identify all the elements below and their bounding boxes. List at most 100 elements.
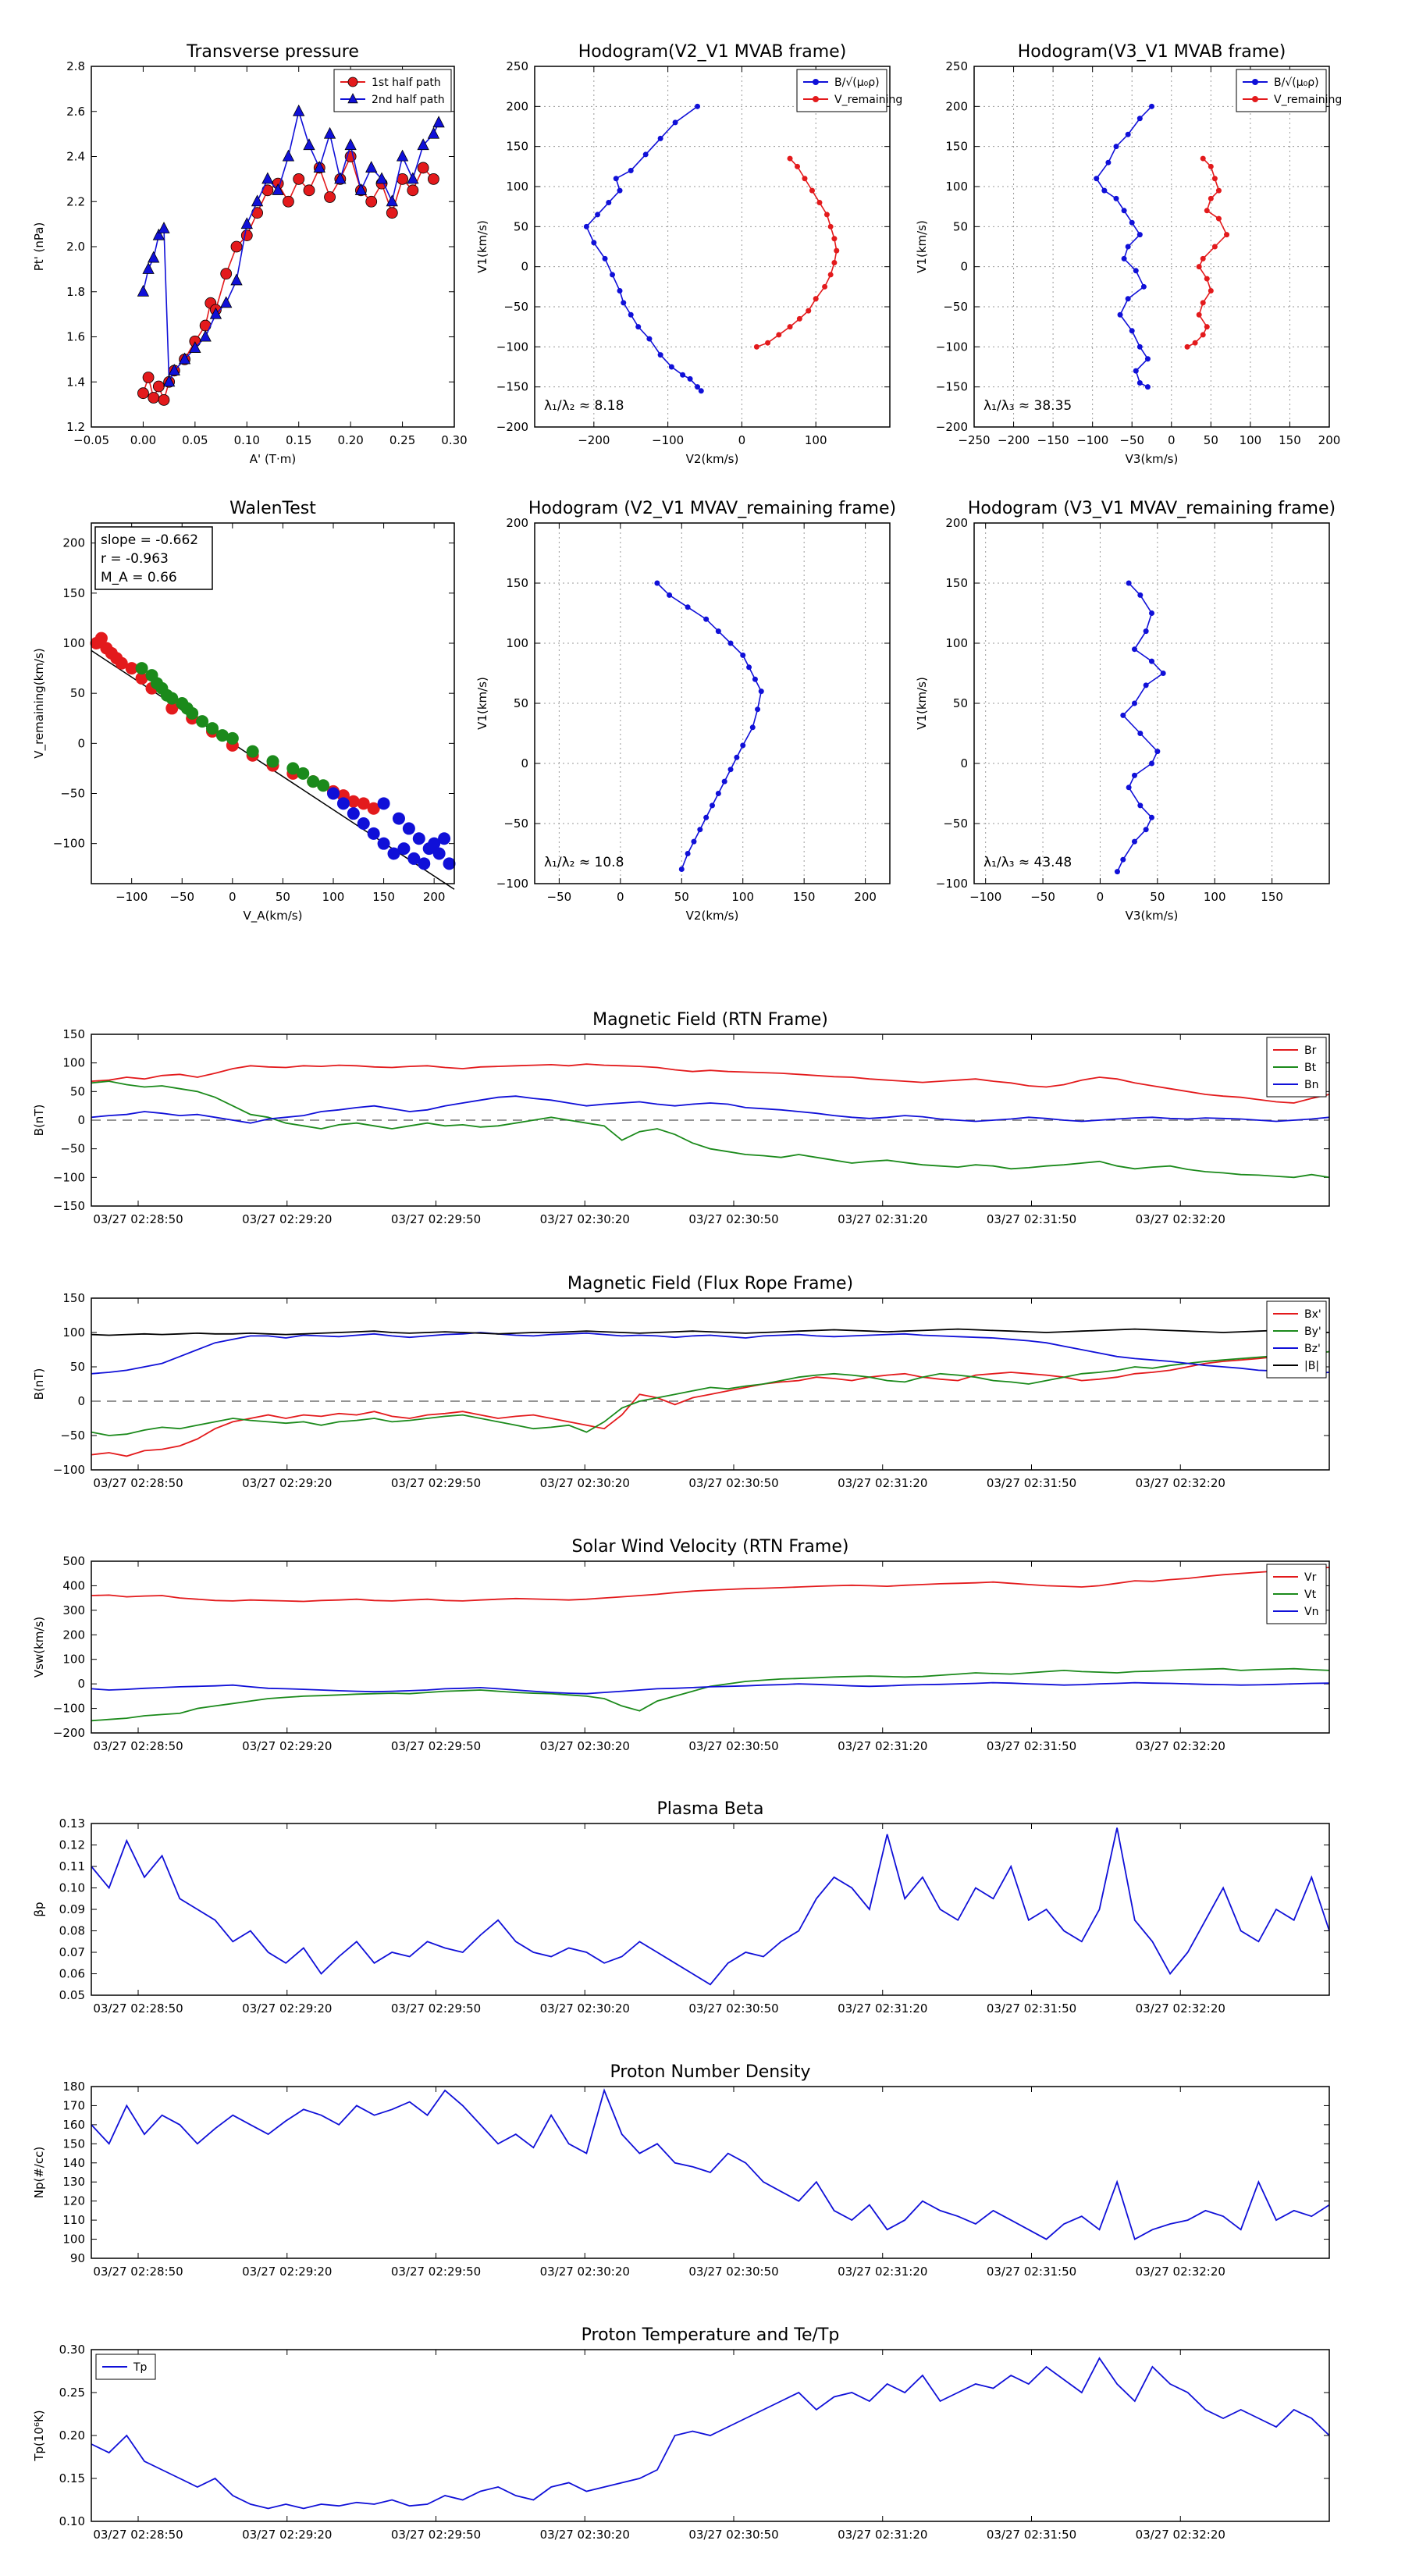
magnetic-field-flux-rope-title: Magnetic Field (Flux Rope Frame) <box>567 1274 853 1293</box>
proton-temperature-time-label: 03/27 02:30:50 <box>688 2528 778 2542</box>
hodogram-v2-v1-mvab-point <box>823 212 830 218</box>
proton-number-density-ytick-label: 150 <box>62 2137 85 2151</box>
hodogram-v3-v1-mvav-series-v <box>1116 582 1165 872</box>
walen-test-stats-line: slope = -0.662 <box>101 532 198 548</box>
hodogram-v3-v1-mvav-ytick-label: 200 <box>945 516 968 530</box>
hodogram-v3-v1-mvav-xtick-label: −100 <box>969 890 1001 904</box>
transverse-pressure-point <box>365 161 378 173</box>
transverse-pressure-point <box>428 173 439 185</box>
transverse-pressure-point <box>209 307 222 319</box>
hodogram-v3-v1-mvab-point <box>1211 176 1218 182</box>
hodogram-v2-v1-mvab-point <box>591 240 597 246</box>
proton-number-density-ytick-label: 130 <box>62 2175 85 2189</box>
hodogram-v3-v1-mvav-point <box>1131 772 1137 778</box>
hodogram-v2-v1-mvab-point <box>806 308 812 314</box>
hodogram-v2-v1-mvab-point <box>698 388 704 394</box>
transverse-pressure-point <box>303 138 315 151</box>
hodogram-v2-v1-mvav-point <box>703 616 710 622</box>
walen-test-point <box>418 857 431 870</box>
transverse-pressure-point <box>142 262 155 274</box>
hodogram-v3-v1-mvav-xtick-label: 150 <box>1261 890 1283 904</box>
transverse-pressure-point <box>220 296 233 308</box>
walen-test-title: WalenTest <box>229 499 316 518</box>
plasma-beta-time-label: 03/27 02:32:20 <box>1136 2001 1225 2016</box>
transverse-pressure-point <box>240 217 253 229</box>
walen-test-point <box>165 692 179 705</box>
hodogram-v3-v1-mvab-ytick-label: 200 <box>945 99 968 113</box>
hodogram-v2-v1-mvab-point <box>753 343 759 350</box>
hodogram-v3-v1-mvab-xtick-label: −100 <box>1076 433 1108 447</box>
hodogram-v2-v1-mvab-point <box>657 135 663 141</box>
plasma-beta-time-label: 03/27 02:31:50 <box>987 2001 1076 2016</box>
transverse-pressure-point <box>199 329 212 342</box>
hodogram-v3-v1-mvab-point <box>1136 116 1143 122</box>
transverse-pressure-legend-label: 2nd half path <box>372 94 445 106</box>
plasma-beta-chart: 0.05 0.06 0.07 0.08 0.09 0.10 0.11 0.12 0.13 03/2… <box>32 1799 1330 2016</box>
magnetic-field-rtn-series-bt <box>91 1080 1330 1179</box>
walen-test-point <box>286 762 300 775</box>
hodogram-v3-v1-mvab-point <box>1101 187 1108 194</box>
hodogram-v2-v1-mvab-point <box>831 260 838 266</box>
hodogram-v3-v1-mvab-point <box>1192 340 1198 346</box>
hodogram-v3-v1-mvab-point <box>1200 300 1206 306</box>
hodogram-v2-v1-mvab-legend-label: V_remaining <box>834 94 902 106</box>
hodogram-v3-v1-mvab-xtick-label: −250 <box>958 433 990 447</box>
hodogram-v3-v1-mvab-xtick-label: 100 <box>1240 433 1262 447</box>
transverse-pressure-xlabel: A' (T·m) <box>250 452 296 466</box>
hodogram-v2-v1-mvav-ytick-label: 100 <box>506 636 528 650</box>
hodogram-v2-v1-mvab-xtick-label: −200 <box>578 433 610 447</box>
transverse-pressure-point <box>386 207 398 219</box>
magnetic-field-flux-rope-series--b- <box>91 1328 1330 1336</box>
transverse-pressure-point <box>375 172 388 184</box>
hodogram-v2-v1-mvav-point <box>749 724 756 731</box>
solar-wind-velocity-legend-label: Vn <box>1304 1606 1318 1618</box>
hodogram-v2-v1-mvab-point <box>657 352 663 358</box>
hodogram-v2-v1-mvab-ytick-label: 150 <box>506 140 528 154</box>
hodogram-v2-v1-mvab-point <box>827 223 834 229</box>
transverse-pressure-legend-marker <box>347 93 358 104</box>
hodogram-v2-v1-mvav-ytick-label: −100 <box>496 877 528 891</box>
hodogram-v3-v1-mvab-point <box>1133 268 1139 274</box>
transverse-pressure-legend-marker <box>347 76 358 87</box>
transverse-pressure-xtick-label: 0.05 <box>182 433 208 447</box>
proton-number-density-ytick-label: 170 <box>62 2098 85 2112</box>
proton-temperature-chart: 0.10 0.15 0.20 0.25 0.30 03/27 02:28:50 03/27 … <box>32 2325 1330 2542</box>
walen-test-point <box>367 827 380 840</box>
hodogram-v3-v1-mvab-point <box>1144 384 1151 390</box>
transverse-pressure-point <box>220 268 233 280</box>
walen-test-ytick-label: 50 <box>70 686 85 700</box>
hodogram-v2-v1-mvav-ytick-label: 200 <box>506 516 528 530</box>
magnetic-field-rtn-ytick-label: −100 <box>53 1170 85 1184</box>
hodogram-v2-v1-mvab-chart: −200 −150 −100 −50 0 50 100 150 200 250 −200 −100 0 1… <box>475 42 902 466</box>
magnetic-field-flux-rope-ytick-label: −100 <box>53 1463 85 1477</box>
solar-wind-velocity-legend-label: Vr <box>1304 1571 1317 1584</box>
transverse-pressure-point <box>158 222 170 233</box>
walen-test-point <box>226 731 239 745</box>
plasma-beta-ytick-label: 0.09 <box>59 1902 85 1916</box>
hodogram-v3-v1-mvab-xtick-label: 50 <box>1204 433 1218 447</box>
hodogram-v2-v1-mvav-point <box>758 688 764 695</box>
hodogram-v2-v1-mvab-point <box>595 212 601 218</box>
hodogram-v3-v1-mvab-ytick-label: −200 <box>936 420 968 434</box>
transverse-pressure-point <box>417 162 429 174</box>
magnetic-field-rtn-plot-frame <box>91 1034 1330 1207</box>
solar-wind-velocity-time-label: 03/27 02:32:20 <box>1136 1739 1225 1753</box>
hodogram-v2-v1-mvab-point <box>695 384 701 390</box>
magnetic-field-flux-rope-time-label: 03/27 02:31:50 <box>987 1476 1076 1490</box>
plasma-beta-ytick-label: 0.05 <box>59 1988 85 2002</box>
hodogram-v2-v1-mvab-xtick-label: 100 <box>805 433 827 447</box>
hodogram-v2-v1-mvav-point <box>697 827 703 833</box>
hodogram-v2-v1-mvab-point <box>787 155 793 162</box>
hodogram-v3-v1-mvab-legend <box>1236 69 1327 112</box>
walen-test-point <box>392 812 405 825</box>
hodogram-v3-v1-mvav-title: Hodogram (V3_V1 MVAV_remaining frame) <box>968 499 1336 518</box>
hodogram-v2-v1-mvab-point <box>695 103 701 109</box>
hodogram-v3-v1-mvav-point <box>1149 658 1154 664</box>
solar-wind-velocity-legend-label: Vt <box>1304 1589 1317 1601</box>
magnetic-field-rtn-series-br <box>91 1063 1330 1104</box>
walen-test-point <box>135 662 148 675</box>
hodogram-v2-v1-mvab-series-b- <box>585 105 702 392</box>
hodogram-v2-v1-mvab-point <box>831 236 838 242</box>
magnetic-field-rtn-time-label: 03/27 02:28:50 <box>93 1212 183 1226</box>
proton-number-density-ytick-label: 100 <box>62 2233 85 2247</box>
